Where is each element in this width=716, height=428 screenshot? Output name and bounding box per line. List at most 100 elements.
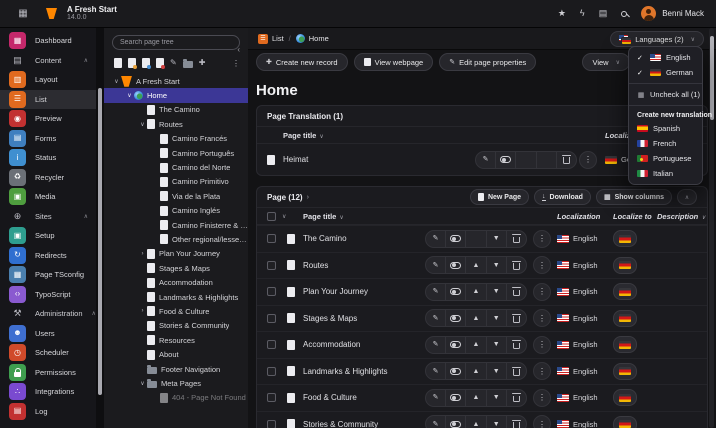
tree-node[interactable]: ∨ Meta Pages [104, 376, 248, 390]
sidebar-section-sites[interactable]: ⊕ Sites ∧ [0, 207, 96, 227]
table-row[interactable]: Accommodation ✎ ▲ ▼ ⋮ English [257, 331, 707, 358]
sidebar-item-users[interactable]: ☻ Users [0, 324, 96, 344]
move-up-button[interactable]: ▲ [465, 283, 485, 300]
move-down-button[interactable]: ▼ [485, 363, 506, 380]
delete-record-button[interactable] [505, 283, 526, 300]
sidebar-section-administration[interactable]: ⚒ Administration ∧ [0, 304, 96, 324]
sidebar-item-scheduler[interactable]: ◷ Scheduler [0, 343, 96, 363]
record-title[interactable]: Plan Your Journey [303, 287, 368, 297]
hide-toggle-button[interactable] [495, 151, 515, 168]
tree-node[interactable]: Landmarks & Highlights [104, 290, 248, 304]
table-row[interactable]: Stages & Maps ✎ ▲ ▼ ⋮ English [257, 304, 707, 332]
pencil-icon[interactable]: ✎ [170, 58, 177, 67]
chevron-up-icon[interactable]: ∧ [91, 311, 96, 318]
edit-record-button[interactable]: ✎ [432, 235, 439, 243]
create-new-record-button[interactable]: ✚ Create new record [256, 53, 348, 71]
edit-record-button[interactable]: ✎ [432, 341, 439, 349]
tree-node[interactable]: About [104, 347, 248, 361]
edit-page-properties-button[interactable]: ✎ Edit page properties [439, 53, 537, 71]
move-up-button[interactable]: ▲ [465, 363, 485, 380]
move-down-button[interactable]: ▼ [485, 230, 506, 247]
edit-record-button[interactable]: ✎ [432, 288, 439, 296]
menu-item-german[interactable]: ✓ German [637, 68, 694, 77]
table-row[interactable]: The Camino ✎ ▼ ⋮ English [257, 225, 707, 252]
new-mountpoint-page-icon[interactable] [142, 58, 151, 69]
breadcrumb-page[interactable]: Home [308, 34, 329, 43]
chevron-down-icon[interactable]: ∨ [114, 78, 119, 85]
move-up-button[interactable]: ▲ [465, 310, 485, 327]
record-more-options-button[interactable]: ⋮ [579, 150, 597, 169]
avatar[interactable] [641, 6, 657, 21]
row-checkbox[interactable] [267, 340, 276, 350]
menu-item-english[interactable]: ✓ English [637, 53, 691, 62]
sidebar-item-forms[interactable]: ▤ Forms [0, 129, 96, 149]
breadcrumb-module[interactable]: List [272, 34, 284, 43]
move-up-button[interactable]: ▲ [465, 257, 485, 274]
row-checkbox[interactable] [267, 287, 276, 297]
column-description[interactable]: Description ∨ [657, 211, 706, 221]
sidebar-item-layout[interactable]: ▥ Layout [0, 70, 96, 90]
languages-dropdown-button[interactable]: Languages (2) ∨ [610, 31, 704, 47]
chevron-down-icon[interactable]: ∨ [140, 380, 145, 387]
edit-record-button[interactable]: ✎ [482, 156, 489, 163]
edit-record-button[interactable]: ✎ [432, 394, 439, 402]
record-title[interactable]: The Camino [303, 234, 347, 244]
delete-record-button[interactable] [505, 230, 526, 247]
tree-node[interactable]: Via de la Plata [104, 189, 248, 203]
tree-node[interactable]: › Food & Culture [104, 304, 248, 318]
menu-item-italian[interactable]: Italian [629, 166, 702, 181]
delete-record-button[interactable] [505, 310, 526, 327]
record-more-options-button[interactable]: ⋮ [533, 229, 551, 248]
search-icon[interactable] [621, 10, 628, 17]
chevron-right-icon[interactable]: › [141, 250, 144, 257]
chevron-up-icon[interactable]: ∧ [83, 57, 88, 64]
new-page-button[interactable]: New Page [469, 189, 530, 205]
edit-record-button[interactable]: ✎ [432, 420, 439, 428]
table-row[interactable]: Stories & Community ✎ ▲ ▼ ⋮ English [257, 410, 707, 428]
collapse-tree-icon[interactable]: ‹ [237, 45, 240, 54]
move-up-button[interactable]: ▲ [465, 389, 485, 406]
sidebar-item-redirects[interactable]: ↻ Redirects [0, 246, 96, 266]
localize-to-german-button[interactable] [613, 309, 637, 327]
row-checkbox[interactable] [267, 393, 276, 403]
record-title[interactable]: Landmarks & Highlights [303, 366, 388, 376]
show-columns-button[interactable]: ▦ Show columns [595, 189, 672, 205]
typo3-logo-icon[interactable] [46, 8, 57, 19]
view-webpage-button[interactable]: View webpage [353, 53, 434, 71]
download-button[interactable]: ↓ Download [534, 189, 591, 205]
tree-node[interactable]: Accommodation [104, 275, 248, 289]
localize-to-german-button[interactable] [613, 283, 637, 301]
bolt-actions-icon[interactable]: ϟ [579, 8, 585, 18]
tree-node-root[interactable]: ∨ A Fresh Start [104, 74, 248, 88]
tree-node[interactable]: The Camino [104, 103, 248, 117]
tree-node[interactable]: Camino Inglés [104, 204, 248, 218]
hide-toggle-button[interactable] [445, 416, 465, 428]
row-checkbox[interactable] [267, 419, 276, 428]
record-more-options-button[interactable]: ⋮ [533, 309, 551, 328]
bookmark-star-icon[interactable]: ★ [557, 8, 566, 18]
sidebar-item-recycler[interactable]: ♻ Recycler [0, 168, 96, 188]
sidebar-item-setup[interactable]: ▣ Setup [0, 226, 96, 246]
localize-to-german-button[interactable] [613, 230, 637, 248]
sidebar-item-preview[interactable]: ◉ Preview [0, 109, 96, 129]
view-dropdown-button[interactable]: View ∨ [582, 53, 630, 71]
sidebar-item-status[interactable]: i Status [0, 148, 96, 168]
row-checkbox[interactable] [267, 234, 276, 244]
record-title[interactable]: Accommodation [303, 340, 361, 350]
record-more-options-button[interactable]: ⋮ [533, 362, 551, 381]
chevron-up-icon[interactable]: ∧ [83, 213, 88, 220]
new-shortcut-page-icon[interactable] [128, 58, 137, 69]
user-name[interactable]: Benni Mack [662, 9, 704, 18]
record-title[interactable]: Stages & Maps [303, 313, 358, 323]
menu-item-french[interactable]: French [629, 136, 702, 151]
sidebar-item-page-tsconfig[interactable]: ▦ Page TSconfig [0, 265, 96, 285]
new-spacer-page-icon[interactable] [156, 58, 165, 69]
tree-node[interactable]: Stories & Community [104, 319, 248, 333]
tree-node[interactable]: Camino Primitivo [104, 175, 248, 189]
tree-node[interactable]: Camino Português [104, 146, 248, 160]
tree-node[interactable]: 404 - Page Not Found [104, 391, 248, 405]
move-down-button[interactable]: ▼ [485, 310, 506, 327]
sidebar-item-permissions[interactable]: Permissions [0, 363, 96, 383]
record-title[interactable]: Heimat [283, 155, 309, 164]
table-row[interactable]: Plan Your Journey ✎ ▲ ▼ ⋮ English [257, 278, 707, 305]
